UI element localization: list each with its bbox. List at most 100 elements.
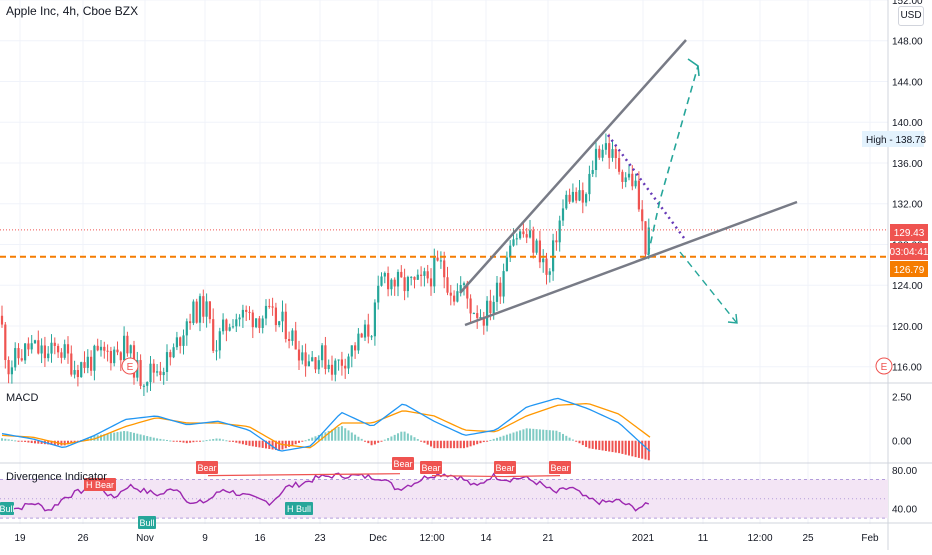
candle-body: [139, 360, 142, 386]
bear-tag-4-bg: [494, 461, 516, 474]
macd-histogram-bar: [469, 440, 472, 447]
currency-button[interactable]: USD: [898, 6, 924, 26]
candle-body: [37, 340, 40, 354]
candle-body: [334, 360, 337, 375]
candle-body: [159, 371, 162, 376]
macd-histogram-bar: [238, 440, 241, 444]
candle-body: [20, 358, 23, 361]
candle-body: [565, 194, 568, 209]
candle-body: [535, 240, 538, 253]
macd-histogram-bar: [123, 431, 126, 441]
macd-histogram-bar: [73, 440, 76, 443]
candle-body: [383, 273, 386, 277]
macd-histogram-bar: [208, 439, 211, 441]
candle-body: [466, 283, 469, 299]
candle-body: [241, 309, 244, 318]
bearish-projection-line: [679, 251, 737, 323]
candle-body: [528, 230, 532, 238]
candle-body: [344, 365, 347, 369]
macd-histogram-bar: [525, 428, 528, 441]
candle-body: [307, 361, 310, 367]
macd-histogram-bar: [354, 434, 357, 441]
macd-histogram-bar: [248, 440, 251, 446]
macd-histogram-bar: [456, 440, 459, 449]
macd-histogram-bar: [24, 440, 27, 442]
candle-body: [17, 348, 20, 359]
candle-body: [142, 385, 145, 387]
candle-body: [53, 342, 56, 346]
macd-histogram-bar: [568, 437, 571, 441]
candle-body: [146, 382, 149, 386]
candle-body: [542, 258, 545, 263]
candle-body: [512, 239, 515, 246]
candle-body: [198, 296, 202, 323]
macd-histogram-bar: [162, 439, 165, 441]
candle-body: [337, 359, 340, 361]
candle-body: [297, 349, 301, 361]
macd-histogram-bar: [159, 438, 162, 441]
candle-body: [152, 363, 155, 373]
candle-body: [390, 279, 393, 290]
macd-histogram-bar: [548, 430, 551, 441]
macd-histogram-bar: [212, 439, 215, 441]
candle-body: [367, 324, 370, 337]
price-tick-label: 116.00: [892, 363, 922, 374]
candle-body: [456, 291, 459, 302]
candle-body: [647, 227, 650, 255]
macd-histogram-bar: [4, 438, 7, 441]
candle-body: [387, 273, 390, 290]
macd-histogram-bar: [169, 440, 172, 442]
macd-histogram-bar: [205, 440, 208, 442]
candle-body: [413, 276, 416, 280]
macd-histogram-bar: [601, 440, 604, 451]
candle-body: [284, 311, 287, 340]
time-axis-label: Feb: [861, 533, 879, 544]
macd-histogram-bar: [446, 440, 449, 449]
candle-body: [627, 173, 631, 178]
upper-trendline: [459, 39, 687, 294]
time-axis-label: Nov: [136, 533, 154, 544]
candle-body: [330, 364, 334, 375]
candle-body: [591, 169, 594, 174]
bull-tag-bottom: Bull: [139, 518, 154, 528]
macd-histogram-bar: [27, 440, 30, 443]
candle-body: [33, 340, 37, 344]
macd-histogram-bar: [443, 440, 446, 449]
macd-histogram-bar: [185, 440, 188, 444]
macd-histogram-bar: [222, 439, 225, 441]
candle-body: [321, 345, 324, 361]
macd-histogram-bar: [562, 433, 564, 441]
candle-body: [571, 191, 574, 202]
price-tick-label: 140.00: [892, 118, 923, 129]
candle-body: [495, 282, 499, 302]
macd-histogram-bar: [595, 440, 597, 450]
macd-histogram-bar: [644, 440, 647, 460]
candle-body: [380, 276, 383, 286]
macd-histogram-bar: [139, 434, 142, 441]
macd-histogram-bar: [14, 440, 17, 442]
candle-body: [393, 279, 396, 287]
macd-histogram-bar: [17, 440, 20, 442]
candle-body: [634, 180, 637, 187]
macd-histogram-bar: [430, 440, 432, 447]
candle-body: [400, 271, 403, 278]
bear-tag-4: Bear: [495, 463, 514, 473]
candle-body: [519, 231, 522, 239]
candle-body: [327, 364, 330, 370]
candle-body: [208, 301, 211, 320]
bear-tag-2: Bear: [393, 459, 412, 469]
candle-body: [482, 316, 485, 326]
candle-body: [162, 371, 165, 376]
candle-body: [555, 240, 558, 243]
candle-body: [608, 143, 611, 158]
macd-title: MACD: [6, 392, 39, 404]
candle-body: [202, 296, 205, 317]
macd-histogram-bar: [166, 439, 168, 441]
macd-histogram-bar: [631, 440, 634, 457]
candle-body: [614, 149, 617, 159]
candle-body: [644, 221, 647, 255]
macd-histogram-bar: [294, 440, 297, 445]
macd-histogram-bar: [410, 435, 413, 441]
